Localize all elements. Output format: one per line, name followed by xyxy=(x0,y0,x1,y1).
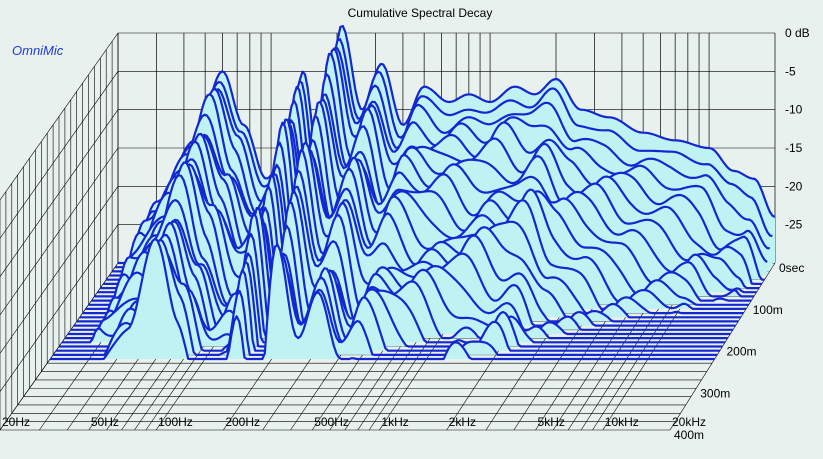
brand-label: OmniMic xyxy=(12,43,64,58)
t-tick-label: 300m xyxy=(700,386,730,400)
axis-labels: 0 dB-5-10-15-20-250sec100m200m300m400m20… xyxy=(2,26,810,442)
decay-slice-fill xyxy=(50,238,715,359)
decay-slice-line xyxy=(97,98,757,294)
x-tick-label: 10kHz xyxy=(605,415,639,429)
decay-slice-line xyxy=(62,224,726,344)
x-tick-label: 1kHz xyxy=(381,415,408,429)
y-tick-label: -20 xyxy=(785,179,803,193)
t-tick-label: 200m xyxy=(727,345,757,359)
y-tick-label: -5 xyxy=(785,64,796,78)
x-tick-label: 20kHz xyxy=(672,415,706,429)
decay-slice-line xyxy=(76,149,739,323)
decay-slice-line xyxy=(73,169,736,327)
decay-slice-fill xyxy=(62,225,726,343)
y-tick-label: 0 dB xyxy=(785,26,810,40)
t-tick-label: 400m xyxy=(674,428,704,442)
x-tick-label: 50Hz xyxy=(91,415,119,429)
decay-slice-line xyxy=(118,25,776,265)
decay-slice-line xyxy=(50,237,715,361)
x-tick-label: 2kHz xyxy=(449,415,476,429)
decay-slice-line xyxy=(53,238,718,356)
t-tick-label: 100m xyxy=(753,303,783,317)
decay-slice-line xyxy=(100,93,760,290)
decay-slice-line xyxy=(106,52,765,281)
x-tick-label: 100Hz xyxy=(158,415,193,429)
x-tick-label: 20Hz xyxy=(2,415,30,429)
t-tick-label: 0sec xyxy=(779,261,804,275)
x-tick-label: 5kHz xyxy=(538,415,565,429)
decay-slice-line xyxy=(115,38,773,269)
y-tick-label: -10 xyxy=(785,103,803,117)
decay-slice-line xyxy=(82,147,744,315)
x-tick-label: 200Hz xyxy=(225,415,260,429)
x-tick-label: 500Hz xyxy=(314,415,349,429)
decay-slice-fill xyxy=(64,202,728,339)
decay-slices xyxy=(50,25,776,361)
y-tick-label: -15 xyxy=(785,141,803,155)
decay-slice-line xyxy=(64,201,728,340)
y-tick-label: -25 xyxy=(785,218,803,232)
chart-title: Cumulative Spectral Decay xyxy=(348,6,493,20)
decay-slice-line xyxy=(103,73,762,285)
decay-slice-line xyxy=(112,47,770,273)
